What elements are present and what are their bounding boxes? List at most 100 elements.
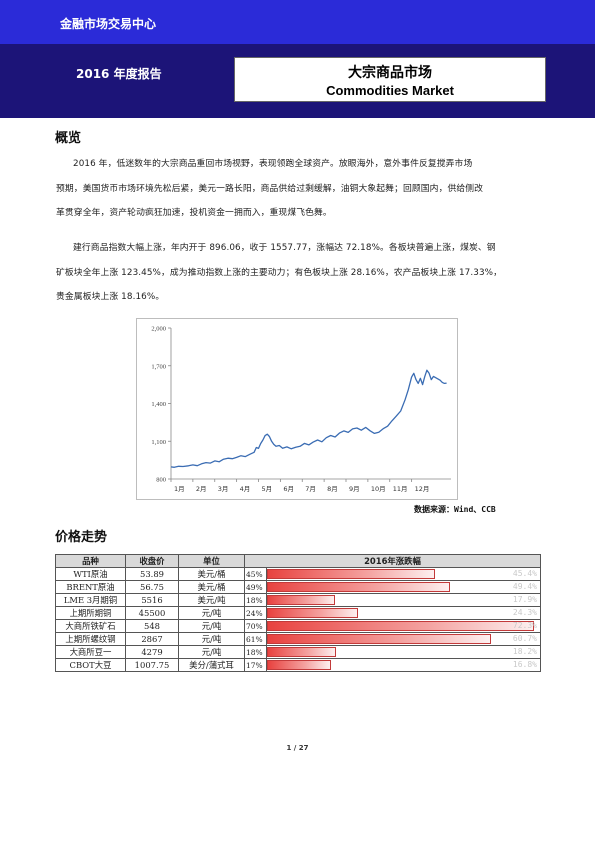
change-bar-cell: 24.3%: [266, 606, 541, 620]
change-percent: 70%: [244, 619, 267, 633]
change-bar: [267, 595, 335, 605]
change-percent: 49%: [244, 580, 267, 594]
change-bar-cell: 60.7%: [266, 632, 541, 646]
y-tick-label: 1,100: [151, 439, 166, 446]
table-row: 大商所铁矿石 548 元/吨 70% 72.3%: [55, 619, 541, 633]
change-bar-cell: 18.2%: [266, 645, 541, 659]
x-tick-label: 3月: [218, 485, 229, 493]
overview-paragraph-1: 2016 年，低迷数年的大宗商品重回市场视野，表现领跑全球资产。放眼海外，意外事…: [56, 152, 542, 226]
change-bar-label: 18.2%: [512, 647, 537, 656]
change-percent: 18%: [244, 645, 267, 659]
column-header: 单位: [178, 554, 245, 568]
change-bar: [267, 608, 358, 618]
unit: 元/吨: [178, 619, 245, 633]
org-name: 金融市场交易中心: [60, 17, 157, 31]
unit: 美元/桶: [178, 580, 245, 594]
y-tick-label: 1,400: [151, 401, 166, 408]
column-header: 2016年涨跌幅: [244, 554, 541, 568]
column-header: 品种: [55, 554, 126, 568]
overview-paragraph-2: 建行商品指数大幅上涨，年内开于 896.06，收于 1557.77，涨幅达 72…: [56, 236, 542, 310]
column-header: 收盘价: [125, 554, 179, 568]
x-tick-label: 4月: [240, 485, 251, 493]
change-bar: [267, 569, 436, 579]
x-tick-label: 11月: [393, 485, 408, 493]
y-tick-label: 800: [156, 477, 166, 484]
unit: 美元/桶: [178, 567, 245, 581]
table-header-row: 品种 收盘价 单位 2016年涨跌幅: [55, 554, 541, 568]
table-row: 上期所期铜 45500 元/吨 24% 24.3%: [55, 606, 541, 620]
change-bar-label: 72.3%: [512, 621, 537, 630]
close-price: 1007.75: [125, 658, 179, 672]
change-percent: 24%: [244, 606, 267, 620]
unit: 美元/吨: [178, 593, 245, 607]
text-line: 革贯穿全年，资产轮动疯狂加速，投机资金一拥而入，重现煤飞色舞。: [56, 208, 332, 218]
table-row: 上期所螺纹钢 2867 元/吨 61% 60.7%: [55, 632, 541, 646]
text-line: 预期，美国货币市场环境先松后紧，美元一路长阳，商品供给过剩缓解，油铜大象起舞；回…: [56, 183, 484, 194]
change-percent: 18%: [244, 593, 267, 607]
change-bar-label: 17.9%: [512, 595, 537, 604]
x-tick-label: 8月: [327, 485, 338, 493]
title-chinese: 大宗商品市场: [348, 65, 432, 81]
x-tick-label: 1月: [174, 485, 185, 493]
close-price: 548: [125, 619, 179, 633]
change-bar: [267, 621, 534, 631]
x-tick-label: 6月: [283, 485, 294, 493]
change-bar-cell: 17.9%: [266, 593, 541, 607]
unit: 元/吨: [178, 632, 245, 646]
change-percent: 17%: [244, 658, 267, 672]
y-tick-label: 2,000: [151, 326, 166, 333]
unit: 美分/蒲式耳: [178, 658, 245, 672]
change-bar-cell: 45.4%: [266, 567, 541, 581]
close-price: 45500: [125, 606, 179, 620]
change-bar-cell: 72.3%: [266, 619, 541, 633]
close-price: 53.89: [125, 567, 179, 581]
change-bar-label: 24.3%: [512, 608, 537, 617]
x-tick-label: 10月: [371, 485, 386, 493]
report-header: 2016 年度报告 大宗商品市场 Commodities Market: [0, 44, 595, 118]
change-bar-cell: 49.4%: [266, 580, 541, 594]
index-series-line: [170, 369, 447, 468]
x-tick-label: 5月: [262, 485, 273, 493]
commodity-name: WTI原油: [55, 567, 126, 581]
unit: 元/吨: [178, 645, 245, 659]
text-line: 贵金属板块上涨 18.16%。: [56, 292, 165, 302]
text-line: 建行商品指数大幅上涨，年内开于 896.06，收于 1557.77，涨幅达 72…: [73, 243, 496, 253]
report-year: 2016 年度报告: [76, 67, 162, 81]
unit: 元/吨: [178, 606, 245, 620]
close-price: 4279: [125, 645, 179, 659]
commodity-name: 上期所螺纹钢: [55, 632, 126, 646]
close-price: 56.75: [125, 580, 179, 594]
change-bar-cell: 16.8%: [266, 658, 541, 672]
commodity-name: 上期所期铜: [55, 606, 126, 620]
commodity-index-chart: 800 1,100 1,400 1,700 2,000 1月 2月 3月 4月 5月 6月 7月 8月 9…: [136, 318, 458, 500]
title-english: Commodities Market: [326, 83, 454, 98]
text-line: 矿板块全年上涨 123.45%，成为推动指数上涨的主要动力；有色板块上涨 28.…: [56, 267, 502, 278]
table-row: CBOT大豆 1007.75 美分/蒲式耳 17% 16.8%: [55, 658, 541, 672]
top-banner: 金融市场交易中心: [0, 0, 595, 44]
commodity-name: CBOT大豆: [55, 658, 126, 672]
x-tick-label: 9月: [349, 485, 360, 493]
change-bar: [267, 647, 336, 657]
overview-heading: 概览: [55, 131, 82, 146]
change-bar: [267, 582, 450, 592]
y-tick-label: 1,700: [151, 363, 166, 370]
change-bar-label: 49.4%: [512, 582, 537, 591]
commodity-name: LME 3月期铜: [55, 593, 126, 607]
title-box: 大宗商品市场 Commodities Market: [234, 57, 546, 102]
commodity-name: 大商所铁矿石: [55, 619, 126, 633]
table-row: 大商所豆一 4279 元/吨 18% 18.2%: [55, 645, 541, 659]
commodity-name: 大商所豆一: [55, 645, 126, 659]
table-row: WTI原油 53.89 美元/桶 45% 45.4%: [55, 567, 541, 581]
price-heading: 价格走势: [55, 530, 108, 545]
x-tick-label: 2月: [196, 485, 207, 493]
change-bar: [267, 634, 492, 644]
table-row: LME 3月期铜 5516 美元/吨 18% 17.9%: [55, 593, 541, 607]
commodity-name: BRENT原油: [55, 580, 126, 594]
change-bar: [267, 660, 331, 670]
close-price: 2867: [125, 632, 179, 646]
text-line: 2016 年，低迷数年的大宗商品重回市场视野，表现领跑全球资产。放眼海外，意外事…: [73, 159, 473, 169]
change-bar-label: 16.8%: [512, 660, 537, 669]
table-row: BRENT原油 56.75 美元/桶 49% 49.4%: [55, 580, 541, 594]
line-chart-svg: 800 1,100 1,400 1,700 2,000 1月 2月 3月 4月 5月 6月 7月 8月 9…: [151, 326, 451, 493]
price-table: 品种 收盘价 单位 2016年涨跌幅 WTI原油 53.89 美元/桶 45% 45.4…: [55, 554, 541, 672]
